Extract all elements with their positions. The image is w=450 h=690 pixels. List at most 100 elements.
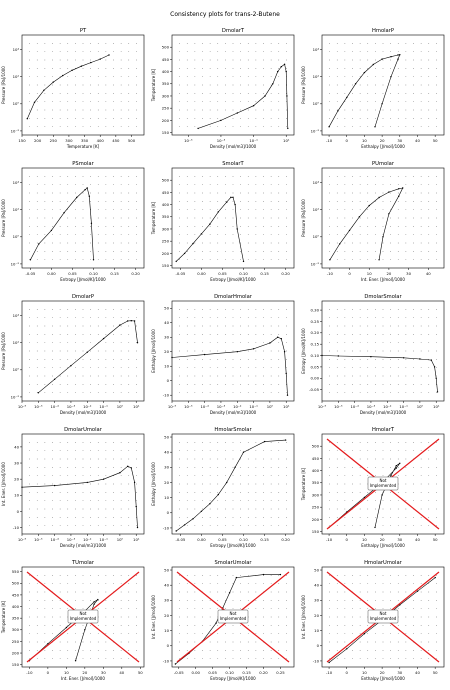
sample-point — [336, 333, 338, 335]
sample-point — [128, 225, 130, 227]
sample-point — [136, 483, 137, 485]
sample-point — [29, 475, 30, 477]
sample-point — [255, 308, 257, 310]
sample-point — [420, 658, 422, 660]
sample-point — [375, 500, 376, 502]
sample-point — [359, 84, 361, 86]
sample-point — [397, 367, 399, 369]
axes-frame — [321, 566, 445, 668]
sample-point — [59, 117, 61, 119]
sample-point — [397, 475, 399, 477]
sample-point — [336, 76, 338, 78]
sample-point — [263, 109, 264, 111]
x-tick-label: 0.10 — [89, 271, 98, 276]
y-axis-label: Entropy [J/mol/K]/1000 — [301, 328, 306, 374]
sample-point — [82, 101, 84, 103]
sample-point — [240, 367, 241, 369]
sample-point — [186, 367, 188, 369]
sample-point — [194, 350, 196, 352]
sample-point — [405, 658, 407, 660]
sample-point — [232, 217, 234, 219]
sample-point — [382, 525, 384, 527]
sample-point — [397, 217, 399, 219]
sample-point — [202, 500, 203, 502]
sample-point — [436, 225, 437, 227]
sample-point — [329, 184, 330, 186]
sample-point — [329, 458, 330, 460]
sample-point — [75, 599, 76, 601]
sample-point — [428, 658, 430, 660]
sample-point — [217, 500, 219, 502]
sample-point — [209, 458, 211, 460]
y-tick-label: 10 — [164, 364, 169, 369]
data-point — [285, 70, 287, 73]
sample-point — [202, 59, 203, 61]
sample-point — [329, 649, 330, 651]
sample-point — [352, 649, 353, 651]
sample-point — [405, 67, 407, 69]
sample-point — [136, 184, 137, 186]
sample-point — [428, 308, 430, 310]
sample-point — [113, 175, 114, 177]
sample-point — [75, 175, 76, 177]
sample-point — [240, 450, 241, 452]
sample-point — [420, 458, 422, 460]
sample-point — [194, 209, 196, 211]
sample-point — [225, 250, 226, 252]
sample-point — [436, 574, 437, 576]
sample-point — [278, 450, 280, 452]
sample-point — [359, 367, 361, 369]
y-tick-label: 10² — [313, 74, 320, 79]
sample-point — [29, 175, 30, 177]
sample-point — [420, 500, 422, 502]
y-tick-label: 450 — [312, 456, 320, 461]
sample-point — [270, 508, 272, 510]
sample-point — [217, 333, 219, 335]
sample-point — [44, 200, 46, 202]
sample-point — [405, 516, 407, 518]
sample-point — [44, 209, 46, 211]
sample-point — [75, 117, 76, 119]
sample-point — [397, 225, 399, 227]
data-point — [175, 260, 177, 263]
sample-point — [263, 583, 264, 585]
sample-point — [120, 308, 122, 310]
sample-point — [263, 200, 264, 202]
sample-point — [113, 92, 114, 94]
sample-point — [232, 383, 234, 385]
data-point — [398, 195, 400, 197]
sample-point — [286, 616, 287, 618]
sample-point — [113, 508, 114, 510]
sample-point — [436, 450, 437, 452]
y-axis-label: Pressure [Pa]/1000 — [301, 199, 306, 237]
sample-point — [263, 475, 264, 477]
sample-point — [90, 184, 91, 186]
sample-point — [113, 250, 114, 252]
sample-point — [240, 200, 241, 202]
sample-point — [352, 633, 353, 635]
sample-point — [202, 616, 203, 618]
x-tick-label: -0.05 — [25, 271, 35, 276]
sample-point — [67, 516, 69, 518]
data-point — [236, 112, 238, 114]
sample-point — [344, 101, 346, 103]
data-point — [226, 481, 228, 484]
sample-point — [105, 92, 107, 94]
sample-point — [420, 184, 422, 186]
sample-point — [105, 358, 107, 360]
sample-point — [202, 583, 203, 585]
sample-point — [136, 574, 137, 576]
sample-point — [82, 392, 84, 394]
sample-point — [232, 209, 234, 211]
sample-point — [375, 117, 376, 119]
sample-point — [113, 375, 114, 377]
sample-point — [29, 624, 30, 626]
sample-point — [179, 633, 180, 635]
sample-point — [359, 51, 361, 53]
sample-point — [186, 76, 188, 78]
sample-point — [413, 209, 414, 211]
sample-point — [217, 516, 219, 518]
sample-point — [52, 383, 53, 385]
sample-point — [90, 358, 91, 360]
y-tick-label: 10⁻² — [311, 261, 320, 266]
